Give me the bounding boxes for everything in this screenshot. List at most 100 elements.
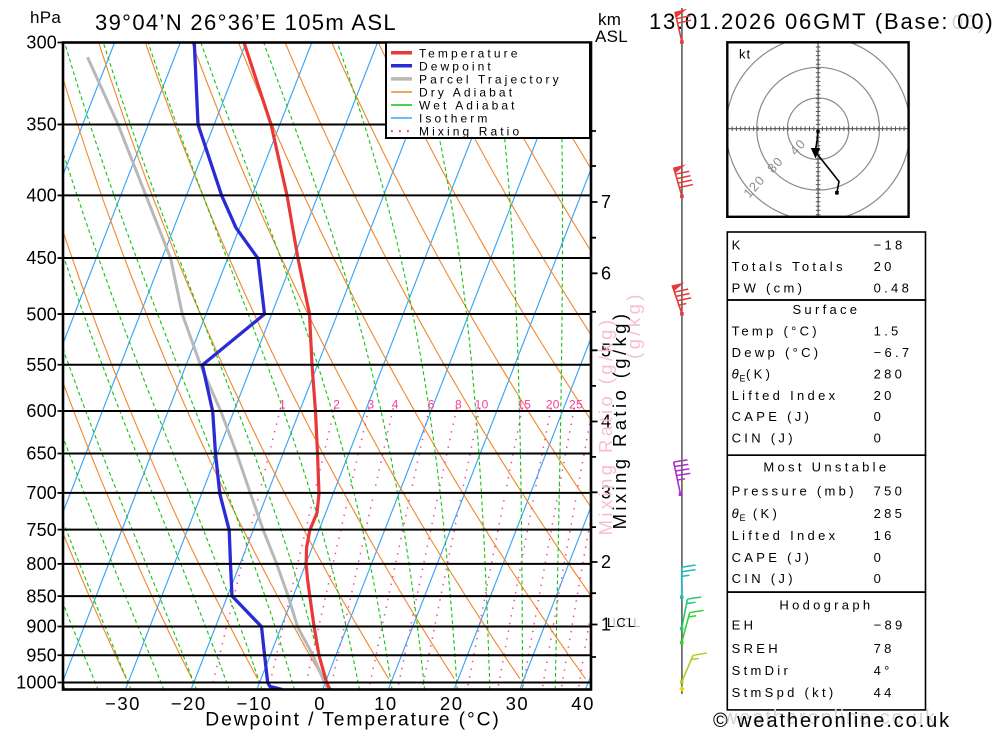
svg-text:450: 450 xyxy=(26,248,57,268)
svg-text:285: 285 xyxy=(874,506,906,521)
svg-text:CIN (J): CIN (J) xyxy=(732,431,796,446)
svg-text:StmSpd (kt): StmSpd (kt) xyxy=(732,685,837,700)
svg-text:© weatheronline.co.uk: © weatheronline.co.uk xyxy=(713,710,951,732)
svg-text:−10: −10 xyxy=(237,693,273,714)
svg-text:300: 300 xyxy=(26,33,57,53)
svg-text:1000: 1000 xyxy=(16,673,57,693)
svg-text:1: 1 xyxy=(601,615,611,635)
svg-text:Temperature: Temperature xyxy=(419,46,520,60)
svg-text:0.48: 0.48 xyxy=(874,281,913,296)
svg-text:Wet Adiabat: Wet Adiabat xyxy=(419,99,518,113)
svg-text:950: 950 xyxy=(26,646,57,666)
svg-text:Parcel Trajectory: Parcel Trajectory xyxy=(419,72,562,86)
svg-text:Dewp (°C): Dewp (°C) xyxy=(732,345,822,360)
svg-text:5: 5 xyxy=(601,341,611,361)
svg-text:30: 30 xyxy=(506,693,530,714)
svg-text:4: 4 xyxy=(601,412,611,432)
svg-text:Mixing Ratio: Mixing Ratio xyxy=(419,125,522,139)
svg-text:−6.7: −6.7 xyxy=(874,345,913,360)
svg-text:Dewpoint / Temperature (°C): Dewpoint / Temperature (°C) xyxy=(205,710,500,731)
svg-text:Lifted Index: Lifted Index xyxy=(732,388,839,403)
svg-text:700: 700 xyxy=(26,483,57,503)
svg-text:Mixing Ratio (g/kg): Mixing Ratio (g/kg) xyxy=(595,317,616,536)
svg-text:PW (cm): PW (cm) xyxy=(732,281,806,296)
svg-text:78: 78 xyxy=(874,641,895,656)
svg-text:40: 40 xyxy=(571,693,595,714)
svg-text:750: 750 xyxy=(26,520,57,540)
svg-text:7: 7 xyxy=(601,192,611,212)
svg-text:Lifted Index: Lifted Index xyxy=(732,528,839,543)
svg-text:3: 3 xyxy=(367,398,374,412)
svg-text:6: 6 xyxy=(601,264,611,284)
svg-text:00)): 00)) xyxy=(952,12,995,34)
svg-text:1.5: 1.5 xyxy=(874,324,902,339)
svg-text:1: 1 xyxy=(279,398,286,412)
svg-text:hPa: hPa xyxy=(30,8,61,27)
svg-text:280: 280 xyxy=(874,366,906,381)
svg-text:13.01.2026 06GMT (Base: 00): 13.01.2026 06GMT (Base: 00) xyxy=(649,9,994,34)
svg-text:−20: −20 xyxy=(171,693,207,714)
svg-text:20: 20 xyxy=(440,693,464,714)
svg-text:4°: 4° xyxy=(874,663,893,678)
svg-text:15: 15 xyxy=(517,398,531,412)
svg-text:25: 25 xyxy=(569,398,583,412)
svg-text:Totals Totals: Totals Totals xyxy=(732,259,846,274)
svg-text:−30: −30 xyxy=(105,693,141,714)
svg-text:2: 2 xyxy=(333,398,340,412)
svg-text:20: 20 xyxy=(546,398,560,412)
svg-text:kt: kt xyxy=(739,47,751,62)
svg-text:CAPE (J): CAPE (J) xyxy=(732,550,813,565)
svg-text:Mixing Ratio (g/kg): Mixing Ratio (g/kg) xyxy=(609,311,630,530)
svg-text:km: km xyxy=(598,10,621,29)
svg-text:0: 0 xyxy=(874,550,885,565)
svg-text:Dewpoint: Dewpoint xyxy=(419,59,494,73)
svg-text:400: 400 xyxy=(26,186,57,206)
svg-text:350: 350 xyxy=(26,115,57,135)
svg-text:850: 850 xyxy=(26,586,57,606)
svg-text:Pressure (mb): Pressure (mb) xyxy=(732,484,857,499)
svg-text:3: 3 xyxy=(601,483,611,503)
svg-text:500: 500 xyxy=(26,304,57,324)
svg-text:650: 650 xyxy=(26,444,57,464)
svg-text:600: 600 xyxy=(26,401,57,421)
svg-text:θE (K): θE (K) xyxy=(732,506,781,523)
svg-text:Isotherm: Isotherm xyxy=(419,112,490,126)
svg-text:LCL: LCL xyxy=(613,615,643,630)
svg-text:10: 10 xyxy=(475,398,489,412)
svg-text:0: 0 xyxy=(874,431,885,446)
svg-text:StmDir: StmDir xyxy=(732,663,792,678)
svg-text:0: 0 xyxy=(314,693,326,714)
svg-text:LCL: LCL xyxy=(607,615,637,630)
svg-text:ASL: ASL xyxy=(595,27,628,46)
svg-text:CAPE (J): CAPE (J) xyxy=(732,409,813,424)
svg-text:Hodograph: Hodograph xyxy=(779,598,873,613)
svg-text:2: 2 xyxy=(601,552,611,572)
svg-text:Dry Adiabat: Dry Adiabat xyxy=(419,86,515,100)
svg-text:CIN (J): CIN (J) xyxy=(732,571,796,586)
svg-text:weatheronline.co.uk: weatheronline.co.uk xyxy=(722,707,937,729)
svg-text:10: 10 xyxy=(374,693,398,714)
svg-text:Surface: Surface xyxy=(792,302,860,317)
svg-text:0: 0 xyxy=(874,409,885,424)
svg-text:20: 20 xyxy=(874,388,895,403)
svg-text:800: 800 xyxy=(26,554,57,574)
svg-text:SREH: SREH xyxy=(732,641,781,656)
svg-text:16: 16 xyxy=(874,528,895,543)
svg-text:4: 4 xyxy=(392,398,399,412)
svg-text:−18: −18 xyxy=(874,238,906,253)
svg-text:Temp (°C): Temp (°C) xyxy=(732,324,820,339)
svg-text:39°04’N 26°36’E 105m ASL: 39°04’N 26°36’E 105m ASL xyxy=(95,10,397,35)
svg-text:550: 550 xyxy=(26,355,57,375)
svg-text:6: 6 xyxy=(428,398,435,412)
svg-text:K: K xyxy=(732,238,744,253)
svg-text:8: 8 xyxy=(455,398,462,412)
svg-text:900: 900 xyxy=(26,617,57,637)
svg-text:750: 750 xyxy=(874,484,906,499)
svg-text:44: 44 xyxy=(874,685,895,700)
svg-text:0: 0 xyxy=(874,571,885,586)
svg-text:θE(K): θE(K) xyxy=(732,366,774,383)
svg-text:−89: −89 xyxy=(874,618,906,633)
svg-text:20: 20 xyxy=(874,259,895,274)
svg-text:Most Unstable: Most Unstable xyxy=(763,460,889,475)
svg-text:(g/kg): (g/kg) xyxy=(623,291,644,359)
